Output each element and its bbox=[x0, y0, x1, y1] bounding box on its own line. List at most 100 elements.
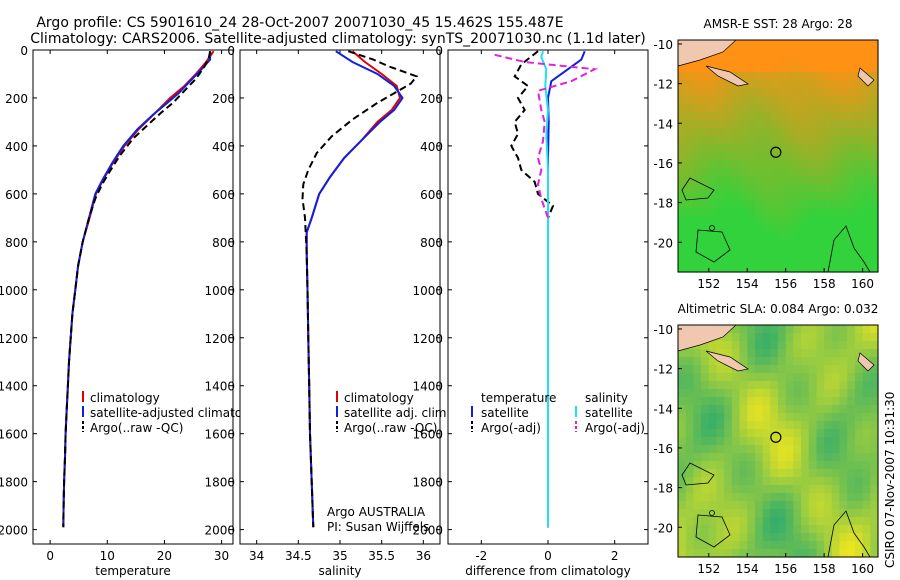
sst_map-cell bbox=[708, 120, 718, 129]
sla_map-cell bbox=[701, 373, 710, 382]
sla_map-cell bbox=[839, 389, 848, 398]
difference-ytick-label: 200 bbox=[420, 92, 443, 106]
salinity-ytick-label: 2000 bbox=[204, 524, 235, 538]
sst_map-cell bbox=[816, 256, 825, 265]
sla_map-cell bbox=[862, 525, 871, 534]
sla_map-cell bbox=[762, 389, 771, 398]
sla_map-cell bbox=[808, 389, 818, 398]
sla_map-cell bbox=[708, 509, 718, 518]
sla_map-cell bbox=[831, 421, 841, 430]
sst_map-cell bbox=[870, 160, 879, 169]
sst_map-ytick-label: -10 bbox=[653, 38, 673, 52]
sst_map-cell bbox=[739, 232, 748, 241]
sst_map-cell bbox=[678, 152, 687, 161]
sst_map-cell bbox=[747, 160, 756, 169]
sla_map-cell bbox=[678, 429, 687, 438]
sst_map-cell bbox=[808, 112, 818, 121]
sla_map-cell bbox=[716, 549, 725, 558]
sst_map-cell bbox=[816, 64, 825, 73]
sla_map-cell bbox=[770, 445, 779, 454]
sst_map-cell bbox=[762, 192, 771, 201]
sst_map-cell bbox=[716, 152, 725, 161]
sla_map-cell bbox=[824, 525, 833, 534]
sst_map-cell bbox=[762, 160, 771, 169]
sst_map-cell bbox=[747, 120, 756, 129]
sla_map-cell bbox=[801, 493, 810, 502]
sst_map-cell bbox=[778, 144, 787, 153]
sst_map-cell bbox=[831, 72, 841, 81]
sst_map-cell bbox=[854, 40, 864, 49]
sla_map-cell bbox=[770, 549, 779, 558]
sst_map-cell bbox=[785, 184, 794, 193]
sla_map-cell bbox=[678, 549, 687, 558]
sla_map-cell bbox=[801, 469, 810, 478]
salinity-ytick-label: 1600 bbox=[204, 428, 235, 442]
sst_map-cell bbox=[770, 256, 779, 265]
sla_map-cell bbox=[808, 485, 818, 494]
sla_map-cell bbox=[854, 373, 864, 382]
sst_map-cell bbox=[701, 144, 710, 153]
sst_map-cell bbox=[862, 120, 871, 129]
sst_map-cell bbox=[778, 176, 787, 185]
sla_map-cell bbox=[785, 429, 794, 438]
sst_map-cell bbox=[747, 64, 756, 73]
sla_map-cell bbox=[839, 405, 848, 414]
sla_map-cell bbox=[754, 421, 764, 430]
sst_map-cell bbox=[801, 240, 810, 249]
sst_map-cell bbox=[685, 120, 694, 129]
sla_map-cell bbox=[854, 533, 864, 542]
sla_map-cell bbox=[862, 541, 871, 550]
sla_map-cell bbox=[693, 349, 702, 358]
sst_map-cell bbox=[678, 96, 687, 105]
sst_map-cell bbox=[701, 224, 710, 233]
sla_map-cell bbox=[754, 525, 764, 534]
sla_map-cell bbox=[854, 509, 864, 518]
sla_map-cell bbox=[724, 365, 733, 374]
sst_map-cell bbox=[678, 192, 687, 201]
sst_map-cell bbox=[793, 120, 802, 129]
sla_map-cell bbox=[678, 509, 687, 518]
sst_map-xtick-label: 156 bbox=[774, 277, 797, 291]
sla_map-cell bbox=[808, 477, 818, 486]
sst_map-cell bbox=[831, 176, 841, 185]
sst_map-cell bbox=[870, 40, 879, 49]
sst_map-cell bbox=[762, 184, 771, 193]
difference-ytick-label: 1200 bbox=[412, 332, 443, 346]
sla_map-cell bbox=[816, 477, 825, 486]
sla_map-cell bbox=[801, 533, 810, 542]
sst_map-cell bbox=[839, 152, 848, 161]
sst_map-cell bbox=[724, 176, 733, 185]
sla_map-cell bbox=[708, 365, 718, 374]
sla_map-cell bbox=[739, 341, 748, 350]
sla_map-cell bbox=[708, 469, 718, 478]
salinity-ytick-label: 1000 bbox=[204, 284, 235, 298]
sst_map-cell bbox=[739, 184, 748, 193]
sla_map-cell bbox=[754, 413, 764, 422]
sst_map-cell bbox=[747, 48, 756, 57]
sla_map-cell bbox=[808, 381, 818, 390]
sla_map-land bbox=[705, 350, 749, 372]
sla_map-cell bbox=[685, 405, 694, 414]
sla_map-cell bbox=[824, 381, 833, 390]
salinity-frame bbox=[239, 49, 441, 545]
sst_map-cell bbox=[731, 128, 741, 137]
sst_map-cell bbox=[785, 56, 794, 65]
sla_map-cell bbox=[693, 493, 702, 502]
sst_map-cell bbox=[816, 112, 825, 121]
sla_map-cell bbox=[793, 485, 802, 494]
sst_map-cell bbox=[731, 88, 741, 97]
sst_map-cell bbox=[778, 88, 787, 97]
sst_map-cell bbox=[778, 240, 787, 249]
sla_map-cell bbox=[747, 541, 756, 550]
sst_map-cell bbox=[870, 168, 879, 177]
difference-ytick-label: 2000 bbox=[412, 524, 443, 538]
sla_map-cell bbox=[678, 357, 687, 366]
sst_map-xtick-label: 160 bbox=[851, 277, 874, 291]
sst_map-cell bbox=[816, 96, 825, 105]
sst_map-cell bbox=[847, 144, 856, 153]
sla_map-cell bbox=[724, 549, 733, 558]
sst_map-cell bbox=[747, 88, 756, 97]
sst_map-cell bbox=[762, 48, 771, 57]
sst_map-cell bbox=[793, 160, 802, 169]
sla_map-cell bbox=[839, 525, 848, 534]
